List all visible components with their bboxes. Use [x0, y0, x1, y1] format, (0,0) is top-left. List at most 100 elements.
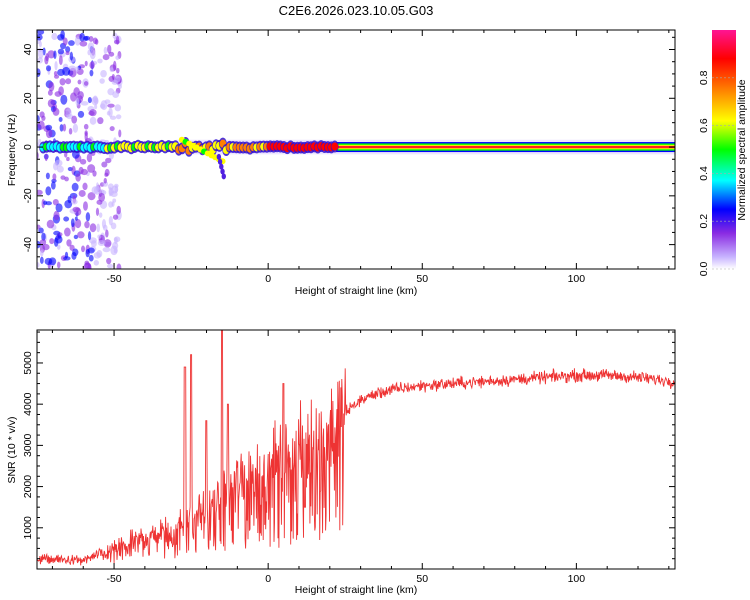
noise-blob	[64, 199, 73, 209]
noise-blob	[49, 238, 55, 245]
colorbar-tick-label: 0.0	[698, 262, 710, 277]
noise-blob	[109, 67, 114, 73]
noise-blob	[115, 114, 122, 120]
snr-frame	[36, 329, 676, 570]
spectrogram-ticks: -50 0 50 100 -40 -20 0 20 40	[22, 30, 675, 285]
noise-blob	[62, 123, 67, 132]
noise-blob	[118, 129, 122, 138]
spectrogram-x-axis-label: Height of straight line (km)	[295, 285, 418, 297]
noise-blob	[87, 97, 92, 104]
noise-blob	[59, 78, 66, 86]
noise-blob	[116, 67, 120, 74]
noise-blob	[107, 103, 115, 108]
noise-blob	[95, 182, 99, 192]
noise-blob	[109, 115, 117, 120]
noise-blob	[70, 218, 75, 228]
noise-blob	[45, 124, 53, 131]
noise-blob	[79, 158, 87, 165]
noise-blob	[99, 103, 106, 109]
noise-blob	[62, 37, 68, 46]
noise-blob	[89, 116, 97, 125]
signal-tail	[221, 173, 226, 180]
noise-blob	[107, 44, 112, 54]
noise-blob	[84, 60, 88, 67]
noise-blob	[70, 92, 77, 102]
noise-blob	[65, 78, 72, 85]
x-tick-label: -50	[106, 573, 121, 585]
noise-blob	[37, 262, 40, 268]
noise-blob	[65, 46, 71, 53]
noise-blob	[102, 53, 110, 61]
noise-blob	[77, 231, 85, 239]
colorbar: 0.0 0.2 0.4 0.6 0.8 Normalized spectral ampl…	[698, 30, 748, 276]
noise-blob	[112, 91, 120, 99]
noise-blob	[101, 161, 108, 168]
noise-blob	[102, 247, 111, 253]
noise-blob	[118, 84, 122, 89]
noise-blob	[113, 39, 120, 45]
spectrogram-heatmap	[37, 30, 675, 269]
noise-blob	[105, 157, 112, 164]
noise-blob	[92, 95, 98, 103]
signal-tail	[217, 158, 223, 165]
noise-blob	[53, 210, 60, 221]
noise-blob	[52, 198, 59, 206]
noise-blob	[52, 173, 57, 181]
colorbar-tick-label: 0.6	[698, 118, 710, 133]
noise-blob	[66, 113, 74, 120]
y-tick-label: 5000	[22, 351, 34, 375]
noise-blob	[94, 104, 98, 110]
noise-blob	[69, 51, 74, 61]
colorbar-ticks: 0.0 0.2 0.4 0.6 0.8	[698, 70, 736, 276]
noise-blob	[58, 86, 64, 96]
noise-blob	[79, 40, 88, 47]
noise-blob	[106, 257, 112, 265]
noise-blob	[39, 249, 44, 257]
noise-blob	[104, 172, 109, 177]
spectrogram-y-axis-label: Frequency (Hz)	[6, 114, 18, 186]
noise-blob	[45, 65, 52, 72]
noise-blob	[93, 260, 100, 266]
chart-title: C2E6.2026.023.10.05.G03	[279, 3, 434, 18]
noise-blob	[64, 227, 71, 237]
noise-blob	[74, 218, 82, 229]
snr-series-line	[37, 330, 675, 566]
noise-blob	[89, 69, 94, 77]
noise-blob	[103, 239, 112, 248]
spectrogram-frame	[36, 29, 676, 270]
noise-blob	[101, 219, 107, 229]
colorbar-tick-label: 0.8	[698, 70, 710, 85]
noise-blob	[83, 201, 88, 211]
noise-blob	[45, 172, 50, 180]
noise-blob	[45, 186, 52, 196]
y-tick-label: 1000	[22, 516, 34, 540]
noise-blob	[85, 212, 91, 222]
noise-blob	[90, 240, 97, 248]
noise-blob	[37, 224, 41, 230]
noise-blob	[87, 263, 92, 269]
noise-blob	[97, 58, 103, 64]
noise-blob	[66, 156, 70, 162]
noise-blob	[86, 153, 93, 163]
x-tick-label: 100	[568, 573, 586, 585]
noise-blob	[116, 205, 121, 215]
noise-blob	[85, 248, 90, 258]
noise-blob	[103, 177, 107, 184]
x-tick-label: 100	[568, 273, 586, 285]
noise-blob	[84, 35, 90, 41]
noise-blob	[109, 126, 115, 132]
noise-blob	[88, 254, 94, 262]
noise-blob	[89, 49, 96, 60]
noise-blob	[56, 165, 64, 173]
noise-blob	[53, 230, 61, 236]
y-tick-label: 2000	[22, 475, 34, 499]
x-tick-label: 0	[265, 573, 271, 585]
noise-blob	[53, 71, 58, 77]
noise-blob	[95, 207, 100, 217]
noise-blob	[46, 219, 55, 229]
x-tick-label: 0	[265, 273, 271, 285]
noise-blob	[114, 104, 122, 112]
snr-y-axis-label: SNR (10 * v/v)	[6, 416, 18, 483]
noise-blob	[98, 212, 103, 218]
y-tick-label: 4000	[22, 392, 34, 416]
